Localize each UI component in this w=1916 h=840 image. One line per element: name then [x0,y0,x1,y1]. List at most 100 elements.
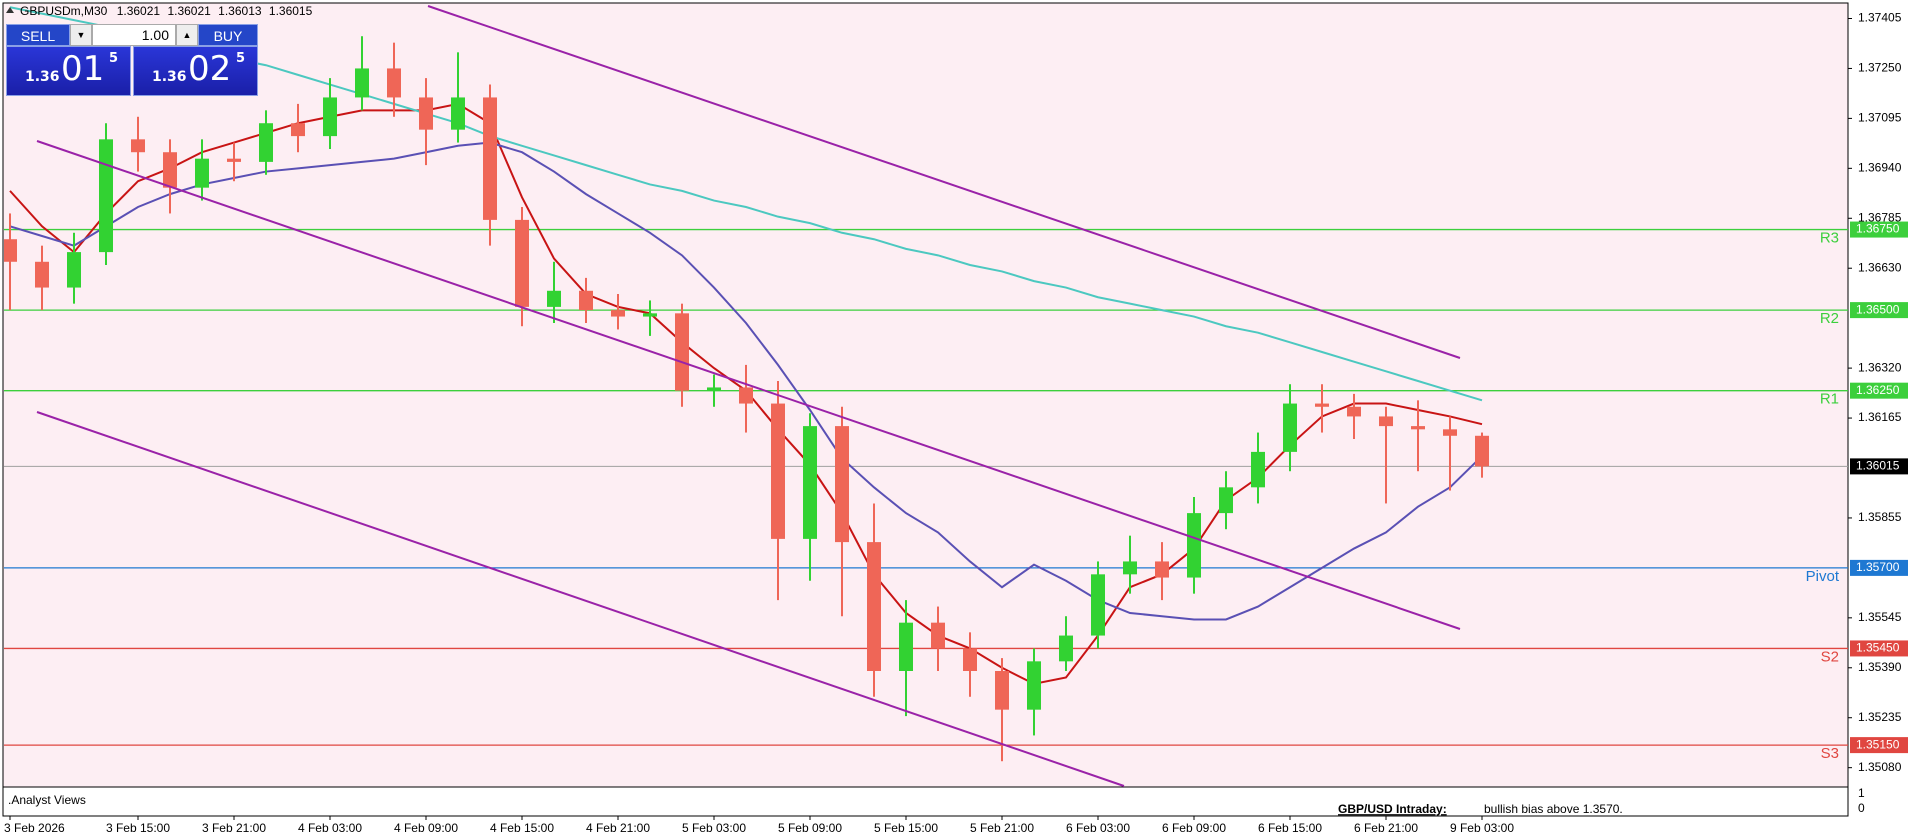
candle-body [1315,403,1329,407]
candle-body [1059,635,1073,662]
y-tick-label: 1.36320 [1858,360,1902,374]
candle-body [515,219,529,307]
candle-body [35,261,49,288]
level-name: R2 [1820,310,1839,327]
candle-body [643,313,657,317]
y-tick-label: 1.35855 [1858,510,1902,524]
level-name: S2 [1821,648,1839,665]
low: 1.36013 [218,4,262,18]
y-tick-label: 1.36785 [1858,210,1902,224]
candle-body [355,68,369,98]
x-tick-label: 5 Feb 21:00 [970,821,1034,835]
trade-panel: SELL ▼ 1.00 ▲ BUY 1.36 01 5 1.36 02 5 [6,24,258,96]
ask-pips: 02 [188,49,232,89]
candle-body [67,252,81,288]
trend-line [36,411,1125,787]
candle-body [1155,561,1169,578]
close: 1.36015 [269,4,313,18]
candle-body [1027,661,1041,710]
x-tick-label: 5 Feb 15:00 [874,821,938,835]
candle-body [803,426,817,539]
candle-body [547,290,561,307]
buy-button[interactable]: BUY [198,24,258,46]
level-price-box [1850,559,1908,576]
moving-average [9,141,1483,621]
x-tick-label: 3 Feb 21:00 [202,821,266,835]
x-tick-label: 9 Feb 03:00 [1450,821,1514,835]
x-tick-label: 5 Feb 03:00 [682,821,746,835]
x-tick-label: 3 Feb 15:00 [106,821,170,835]
analysis-label: GBP/USD Intraday: [1338,802,1447,816]
indicator-panel [2,786,1849,817]
bid-pips: 01 [61,49,105,89]
candle-body [1283,403,1297,452]
candle-body [899,622,913,671]
candle-body [707,387,721,391]
candle-body [1187,513,1201,578]
level-price: 1.35700 [1856,560,1900,574]
ask-big: 1.36 [152,69,187,85]
symbol: GBPUSDm,M30 [20,4,108,18]
level-price: 1.36250 [1856,383,1900,397]
candle-body [419,97,433,130]
candle-body [675,313,689,391]
level-price-box [1850,382,1908,399]
y-tick-label: 1.35545 [1858,610,1902,624]
bid-point: 5 [109,51,119,66]
y-tick-label: 1.37095 [1858,111,1902,125]
x-tick-label: 4 Feb 21:00 [586,821,650,835]
lot-input[interactable]: 1.00 [92,24,176,46]
ask-price[interactable]: 1.36 02 5 [133,46,258,96]
candle-body [387,68,401,98]
high: 1.36021 [167,4,211,18]
candle-body [963,648,977,671]
candle-body [1475,435,1489,467]
x-tick-label: 3 Feb 2026 [4,821,65,835]
y-tick-label: 1.36630 [1858,260,1902,274]
candle-body [1251,451,1265,488]
level-price-box [1850,640,1908,657]
y-tick-label: 1.37405 [1858,11,1902,25]
candle-body [1379,416,1393,427]
panel-tick-label: 0 [1858,801,1865,815]
level-price: 1.35450 [1856,641,1900,655]
candle-body [771,403,785,539]
level-name: R3 [1820,230,1839,247]
plot-area [2,2,1849,788]
bid-price[interactable]: 1.36 01 5 [6,46,131,96]
panel-title: .Analyst Views [8,793,86,807]
candle-body [1443,429,1457,436]
candle-body [291,123,305,137]
bid-big: 1.36 [25,69,60,85]
open: 1.36021 [117,4,161,18]
current-price: 1.36015 [1856,459,1900,473]
symbol-header: GBPUSDm,M30 1.36021 1.36021 1.36013 1.36… [20,4,313,18]
y-tick-label: 1.35235 [1858,710,1902,724]
level-price-box [1850,737,1908,754]
candle-body [4,239,17,262]
trend-line [427,5,1461,359]
x-tick-label: 6 Feb 21:00 [1354,821,1418,835]
candle-body [835,426,849,543]
x-tick-label: 6 Feb 03:00 [1066,821,1130,835]
candle-body [579,290,593,311]
level-name: R1 [1820,391,1839,408]
lot-increase[interactable]: ▲ [176,24,198,46]
level-name: S3 [1821,745,1839,762]
candle-body [995,671,1009,710]
sell-button[interactable]: SELL [6,24,70,46]
candle-body [483,97,497,220]
x-tick-label: 4 Feb 09:00 [394,821,458,835]
candle-body [227,158,241,162]
candle-body [1123,561,1137,575]
candle-body [931,622,945,649]
x-tick-label: 6 Feb 09:00 [1162,821,1226,835]
y-tick-label: 1.36165 [1858,410,1902,424]
level-price: 1.36750 [1856,222,1900,236]
candle-body [1411,426,1425,430]
x-tick-label: 4 Feb 03:00 [298,821,362,835]
candle-body [323,97,337,137]
candle-body [131,139,145,153]
lot-decrease[interactable]: ▼ [70,24,92,46]
